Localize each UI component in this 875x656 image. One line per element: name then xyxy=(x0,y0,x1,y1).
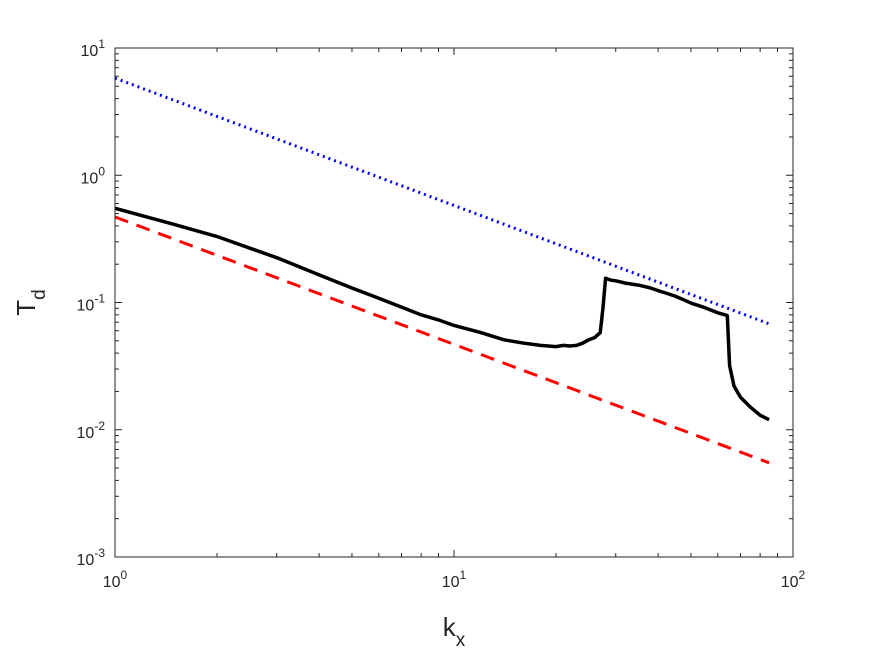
y-axis-title-base: T xyxy=(11,300,41,316)
x-tick-label: 100 xyxy=(103,568,128,591)
y-axis-title: Td xyxy=(11,289,50,315)
y-tick-label: 10-2 xyxy=(77,419,106,442)
x-tick-label-exponent: 1 xyxy=(460,568,467,582)
series-line-dotted xyxy=(114,76,770,326)
y-tick-label-exponent: 0 xyxy=(98,164,105,178)
y-tick-label-exponent: -3 xyxy=(94,546,105,560)
y-tick-label: 10-3 xyxy=(77,546,106,569)
y-tick-label-exponent: -2 xyxy=(94,419,105,433)
x-axis-title-base: k xyxy=(443,612,457,642)
x-tick-label-base: 10 xyxy=(442,574,460,591)
y-tick-label: 10-1 xyxy=(77,292,106,315)
y-tick-label: 100 xyxy=(81,164,106,187)
y-tick-label-base: 10 xyxy=(81,170,99,187)
series-line-dashed xyxy=(114,215,770,465)
y-tick-label-base: 10 xyxy=(81,43,99,60)
x-tick-label-exponent: 2 xyxy=(799,568,806,582)
y-tick-label-base: 10 xyxy=(77,425,95,442)
y-tick-label-exponent: 1 xyxy=(98,37,105,51)
y-axis-title-sub: d xyxy=(29,289,50,300)
y-tick-label-base: 10 xyxy=(77,298,95,315)
series-layer xyxy=(114,76,770,465)
y-tick-label-base: 10 xyxy=(77,552,95,569)
series-line-solid xyxy=(114,206,770,422)
x-tick-label: 101 xyxy=(442,568,467,591)
ticks-layer xyxy=(114,48,793,558)
x-tick-label-exponent: 0 xyxy=(121,568,128,582)
y-tick-label-exponent: -1 xyxy=(94,292,105,306)
x-tick-label-base: 10 xyxy=(103,574,121,591)
x-tick-label-base: 10 xyxy=(781,574,799,591)
x-axis-title: kx xyxy=(443,612,466,651)
x-tick-label: 102 xyxy=(781,568,806,591)
x-axis-title-sub: x xyxy=(456,630,466,651)
y-tick-label: 101 xyxy=(81,37,106,60)
